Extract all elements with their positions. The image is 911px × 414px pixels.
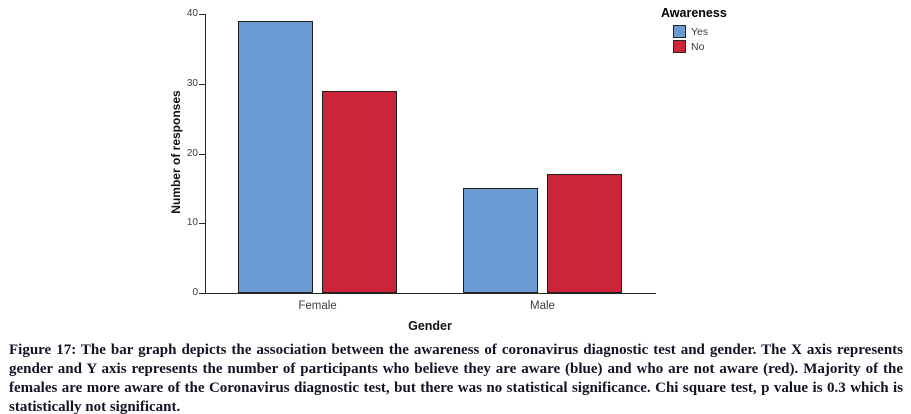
bar-male-no [547,174,622,293]
legend: Awareness Yes No [661,6,727,55]
y-tick-label: 30 [186,77,198,89]
x-axis-title: Gender [408,319,452,333]
legend-entry-yes: Yes [673,25,727,38]
legend-entry-no: No [673,40,727,53]
figure-caption: Figure 17: The bar graph depicts the ass… [9,341,903,414]
legend-entries: Yes No [661,25,727,53]
x-category-label: Female [298,300,337,312]
y-tick-label: 0 [192,287,198,298]
legend-swatch [673,25,686,38]
bar-female-yes [238,20,313,293]
bar-male-yes [463,188,538,293]
bar-female-no [322,90,397,293]
y-tick-mark [199,153,205,155]
x-category-label: Male [530,300,555,312]
y-tick-mark [199,223,205,225]
y-tick-label: 40 [186,8,198,19]
y-tick-mark [199,83,205,85]
y-tick-label: 20 [186,147,198,159]
y-tick-mark [199,293,205,294]
caption-label: Figure 17: [9,342,77,358]
caption-text: The bar graph depicts the association be… [9,342,903,414]
y-tick-label: 10 [186,217,198,229]
legend-swatch [673,40,686,53]
legend-label: No [691,40,705,53]
y-tick-mark [199,14,205,15]
legend-label: Yes [691,25,709,38]
legend-title: Awareness [661,6,727,20]
